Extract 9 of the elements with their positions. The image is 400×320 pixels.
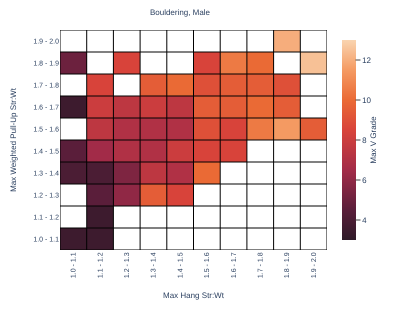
- x-axis-title: Max Hang Str:Wt: [163, 291, 225, 300]
- chart-title: Bouldering, Male: [150, 8, 211, 18]
- color-bar-label: 10: [362, 96, 372, 105]
- color-bar-label: 4: [362, 216, 368, 225]
- color-bar-label: 8: [362, 136, 368, 145]
- color-bar-label: 12: [362, 56, 372, 65]
- y-axis-title: Max Weighted Pull-Up Str:Wt: [9, 87, 18, 192]
- color-bar-label: 6: [362, 176, 368, 185]
- color-bar-title: Max V Grade: [369, 116, 378, 164]
